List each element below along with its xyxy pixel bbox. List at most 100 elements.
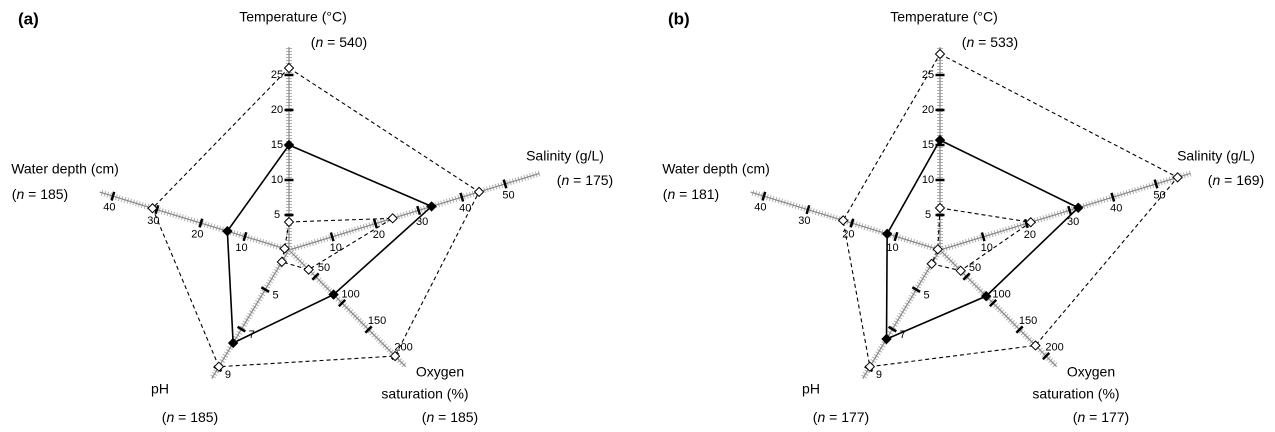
axis-line (211, 249, 290, 379)
tick-label: 40 (103, 202, 115, 214)
major-tick (1023, 218, 1029, 229)
major-tick (962, 272, 971, 281)
major-tick (242, 231, 248, 242)
data-point (1073, 202, 1084, 213)
major-tick (761, 191, 767, 201)
data-point (881, 333, 892, 345)
data-point (276, 256, 288, 268)
data-point (934, 134, 946, 146)
series-outline (226, 144, 434, 345)
tick-label: 200 (394, 341, 412, 353)
series-outline (151, 67, 480, 368)
data-point (387, 213, 398, 224)
tick-label: 40 (459, 203, 471, 215)
data-point (227, 337, 239, 349)
tick-label: 7 (249, 329, 255, 341)
tick-label: 5 (272, 290, 278, 302)
tick-label: 20 (373, 229, 385, 241)
tick-label: 20 (842, 228, 854, 240)
major-tick (198, 218, 204, 228)
tick-label: 100 (992, 288, 1010, 300)
data-point (864, 361, 876, 372)
sample-size: (n = 175) (557, 172, 613, 188)
major-tick (1153, 179, 1159, 189)
axis-title: Water depth (cm) (11, 161, 119, 177)
major-tick (1015, 325, 1024, 334)
major-tick (236, 325, 246, 333)
major-tick (893, 231, 899, 242)
tick-label: 15 (271, 139, 283, 151)
panel-label: (b) (668, 9, 690, 28)
data-point (222, 225, 233, 237)
tick-label: 5 (925, 209, 931, 221)
data-point (926, 258, 937, 270)
series-outline (930, 207, 1033, 272)
major-tick (1042, 352, 1051, 361)
tick-label: 5 (274, 209, 280, 221)
tick-label: 10 (922, 174, 934, 186)
tick-label: 30 (1067, 216, 1079, 228)
major-tick (311, 272, 320, 281)
axis-line (862, 249, 941, 379)
axis-title: pH (151, 381, 169, 397)
tick-label: 10 (981, 242, 993, 254)
data-point (1172, 172, 1183, 183)
major-tick (988, 298, 998, 308)
tick-label: 25 (922, 69, 934, 81)
data-point (283, 62, 295, 74)
major-tick (911, 286, 921, 293)
tick-label: 50 (1153, 189, 1165, 201)
sample-size: (n = 181) (663, 186, 719, 202)
sample-size: (n = 169) (1208, 172, 1264, 188)
major-tick (459, 192, 465, 202)
data-point (213, 361, 225, 372)
data-point (283, 139, 295, 151)
major-tick (502, 179, 508, 189)
tick-label: 50 (318, 262, 330, 274)
axis-line (99, 191, 290, 251)
major-tick (329, 232, 335, 242)
tick-label: 150 (368, 315, 386, 327)
data-point (1030, 340, 1041, 351)
data-point (837, 215, 849, 226)
tick-label: 10 (235, 242, 247, 254)
axis-title: Oxygen (1067, 364, 1115, 380)
tick-label: 30 (798, 215, 810, 227)
data-point (473, 186, 485, 198)
major-tick (364, 325, 373, 334)
major-tick (1067, 205, 1073, 216)
tick-label: 50 (502, 189, 514, 201)
tick-label: 10 (330, 242, 342, 254)
data-point (303, 264, 314, 275)
tick-label: 20 (191, 228, 203, 240)
data-point (283, 216, 295, 228)
tick-label: 40 (754, 202, 766, 214)
tick-label: 20 (1024, 229, 1036, 241)
axis-title: saturation (%) (1032, 386, 1119, 402)
data-point (1025, 217, 1036, 228)
tick-label: 20 (271, 104, 283, 116)
major-tick (154, 204, 160, 215)
tick-label: 9 (876, 369, 882, 381)
axis-title: Salinity (g/L) (526, 148, 604, 164)
major-tick (887, 325, 897, 333)
tick-label: 40 (1110, 203, 1122, 215)
axis-title: Salinity (g/L) (1177, 148, 1255, 164)
sample-size: (n = 177) (813, 409, 869, 425)
data-point (932, 244, 944, 255)
series-outline (842, 53, 1179, 368)
data-point (980, 290, 992, 302)
major-tick (337, 298, 347, 308)
data-point (934, 48, 946, 60)
tick-label: 200 (1045, 341, 1063, 353)
axis-title: saturation (%) (381, 386, 468, 402)
sample-size: (n = 540) (311, 34, 367, 50)
tick-label: 20 (922, 104, 934, 116)
tick-label: 100 (341, 288, 359, 300)
panel-label: (a) (18, 9, 39, 28)
major-tick (416, 205, 422, 216)
data-point (955, 265, 966, 276)
tick-label: 25 (271, 69, 283, 81)
major-tick (260, 286, 270, 293)
